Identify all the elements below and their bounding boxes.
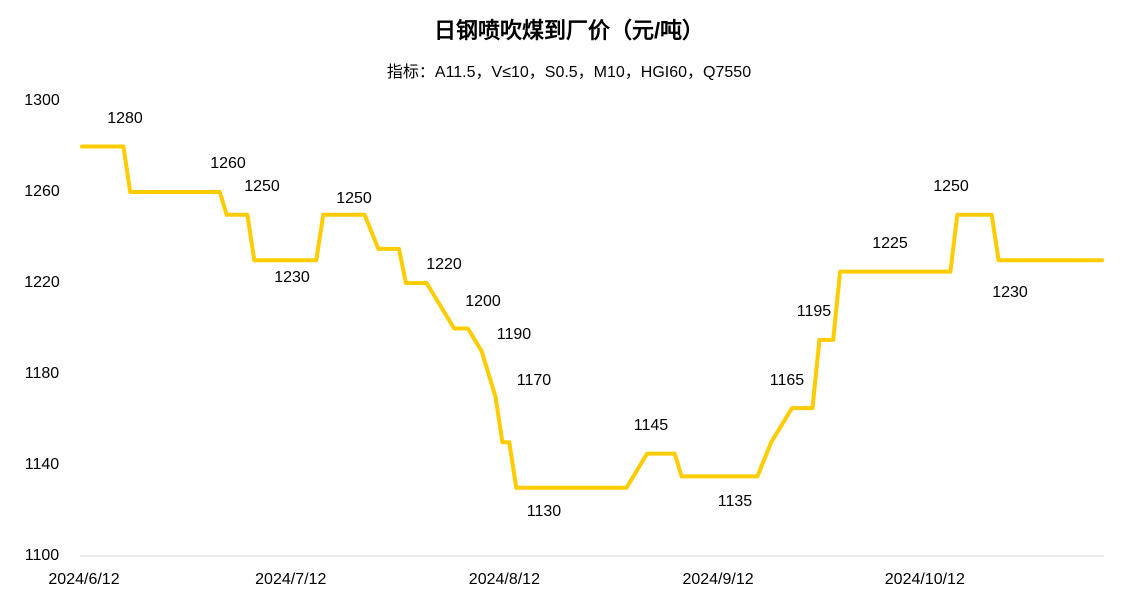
x-tick-label: 2024/10/12 [885,571,965,588]
data-label: 1230 [992,284,1028,301]
data-label: 1250 [244,178,280,195]
data-label: 1200 [465,293,501,310]
y-tick-label: 1180 [25,365,60,382]
data-label: 1225 [872,235,908,252]
x-tick-label: 2024/8/12 [469,571,540,588]
y-tick-label: 1260 [24,183,60,200]
x-tick-label: 2024/7/12 [255,571,326,588]
data-label: 1230 [274,269,310,286]
chart-title: 日钢喷吹煤到厂价（元/吨） [434,18,704,43]
x-tick-label: 2024/9/12 [682,571,753,588]
chart-subtitle: 指标：A11.5，V≤10，S0.5，M10，HGI60，Q7550 [387,63,751,81]
y-tick-label: 1140 [25,456,60,473]
data-label: 1195 [797,303,832,320]
data-label: 1260 [210,155,246,172]
data-label: 1280 [107,110,143,127]
data-label: 1250 [933,178,969,195]
data-label: 1190 [497,326,532,343]
x-tick-label: 2024/6/12 [48,571,119,588]
y-tick-label: 1220 [24,274,60,291]
data-label: 1220 [426,256,462,273]
line-series [80,144,1104,490]
y-tick-label: 1300 [24,92,60,109]
data-label: 1135 [718,493,753,510]
data-label: 1130 [527,503,562,520]
data-label: 1165 [770,372,805,389]
data-label: 1145 [634,417,669,434]
data-label: 1170 [517,372,552,389]
data-label: 1250 [336,190,372,207]
y-tick-label: 1100 [25,547,60,564]
